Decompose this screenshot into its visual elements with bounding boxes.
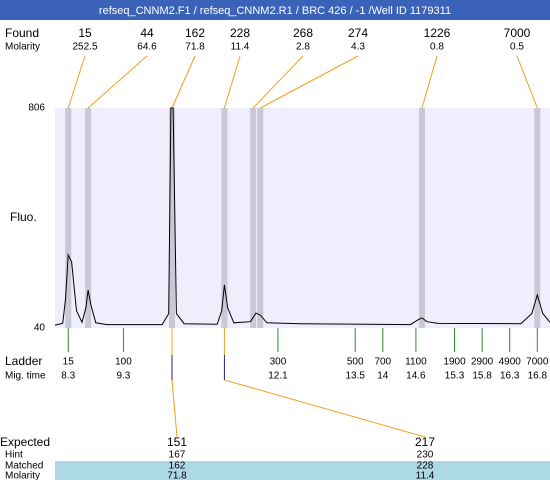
found-label: Found — [5, 26, 39, 40]
row-label: Hint — [5, 450, 23, 461]
peak-band — [168, 108, 175, 328]
mig-time: 9.3 — [116, 371, 130, 382]
found-molarity: 4.3 — [351, 42, 365, 53]
peak-connector — [421, 55, 438, 109]
mig-time: 12.1 — [268, 371, 288, 382]
expected-connector — [224, 379, 426, 438]
peak-connector — [171, 55, 196, 109]
peak-band — [534, 108, 541, 328]
peak-connector — [87, 55, 148, 109]
row-label: Molarity — [5, 471, 40, 480]
found-molarity: 0.8 — [430, 42, 444, 53]
peak-connector — [252, 55, 304, 109]
mig-time: 14 — [377, 371, 389, 382]
row-value: 162 — [169, 461, 186, 472]
title-bar — [0, 0, 550, 20]
y-axis-label: Fluo. — [10, 210, 37, 224]
found-molarity: 71.8 — [185, 42, 205, 53]
ladder-size: 4900 — [499, 357, 522, 368]
found-molarity: 252.5 — [72, 42, 97, 53]
found-size: 1226 — [424, 26, 451, 40]
found-size: 162 — [185, 26, 205, 40]
mig-time-label: Mig. time — [5, 371, 46, 382]
found-size: 274 — [348, 26, 368, 40]
peak-connector — [260, 55, 359, 109]
mig-time: 8.3 — [61, 371, 75, 382]
matched-bg — [55, 461, 550, 480]
found-size: 44 — [140, 26, 154, 40]
mig-time: 16.3 — [500, 371, 520, 382]
peak-band — [250, 108, 257, 328]
expected-label: Expected — [0, 435, 50, 449]
found-size: 228 — [230, 26, 250, 40]
peak-band — [65, 108, 72, 328]
row-value: 228 — [417, 461, 434, 472]
mig-time: 16.8 — [528, 371, 548, 382]
expected-value: 151 — [167, 435, 187, 449]
found-molarity: 64.6 — [137, 42, 157, 53]
row-value: 11.4 — [416, 471, 435, 480]
trace — [54, 107, 550, 326]
ladder-size: 300 — [270, 357, 287, 368]
ladder-size: 100 — [115, 357, 132, 368]
molarity-label: Molarity — [5, 42, 40, 53]
title: refseq_CNNM2.F1 / refseq_CNNM2.R1 / BRC … — [99, 5, 451, 17]
ladder-size: 1100 — [405, 357, 427, 368]
ladder-size: 700 — [374, 357, 391, 368]
mig-time: 15.8 — [472, 371, 492, 382]
row-value: 230 — [417, 450, 434, 461]
mig-time: 13.5 — [345, 371, 365, 382]
row-value: 71.8 — [167, 471, 187, 480]
mig-time: 15.3 — [445, 371, 465, 382]
y-tick-label: 806 — [28, 103, 45, 114]
found-molarity: 11.4 — [231, 42, 250, 53]
ladder-label: Ladder — [5, 354, 42, 368]
peak-connector — [516, 55, 538, 109]
peak-band — [418, 108, 425, 328]
found-size: 7000 — [504, 26, 531, 40]
found-molarity: 2.8 — [296, 42, 310, 53]
peak-connector — [223, 55, 241, 109]
expected-value: 217 — [415, 435, 435, 449]
plot-area — [55, 108, 550, 328]
found-size: 268 — [293, 26, 313, 40]
peak-band — [85, 108, 92, 328]
found-size: 15 — [78, 26, 92, 40]
mig-time: 14.6 — [406, 371, 426, 382]
ladder-size: 500 — [347, 357, 364, 368]
ladder-size: 1900 — [443, 357, 466, 368]
row-value: 167 — [169, 450, 186, 461]
peak-band — [257, 108, 264, 328]
ladder-size: 2900 — [471, 357, 494, 368]
ladder-size: 7000 — [526, 357, 549, 368]
peak-band — [221, 108, 228, 328]
ladder-size: 15 — [63, 357, 75, 368]
row-label: Matched — [5, 461, 43, 472]
found-molarity: 0.5 — [510, 42, 524, 53]
expected-connector — [171, 379, 178, 438]
peak-connector — [67, 55, 86, 109]
y-tick-label: 40 — [34, 323, 46, 334]
